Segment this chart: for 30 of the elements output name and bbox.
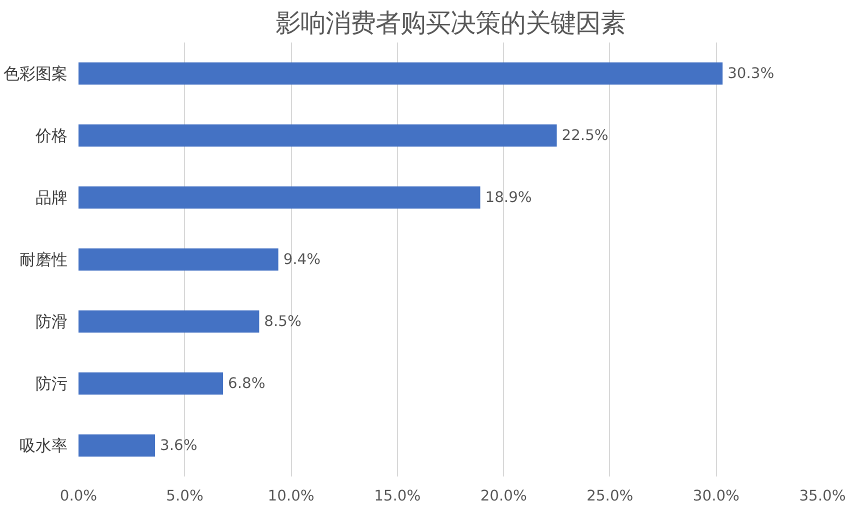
bar xyxy=(78,62,723,85)
x-tick-label: 30.0% xyxy=(692,488,740,504)
data-label: 22.5% xyxy=(562,127,608,144)
y-tick-label: 色彩图案 xyxy=(4,64,68,83)
data-label: 8.5% xyxy=(264,313,302,330)
x-tick-label: 5.0% xyxy=(166,488,204,504)
data-label: 18.9% xyxy=(485,189,532,206)
bar xyxy=(78,310,260,333)
bar xyxy=(78,124,557,147)
y-tick-label: 品牌 xyxy=(36,188,68,207)
y-tick-label: 吸水率 xyxy=(20,436,68,455)
chart-title: 影响消费者购买决策的关键因素 xyxy=(276,8,626,38)
bar xyxy=(78,248,278,271)
bar xyxy=(78,434,156,457)
y-tick-label: 耐磨性 xyxy=(20,250,68,269)
bar xyxy=(78,186,480,209)
data-label: 9.4% xyxy=(283,251,321,268)
x-tick-label: 15.0% xyxy=(374,488,421,504)
data-label: 6.8% xyxy=(228,375,266,392)
data-label: 30.3% xyxy=(728,65,774,82)
y-tick-label: 价格 xyxy=(34,126,68,145)
y-tick-label: 防污 xyxy=(36,374,68,393)
y-tick-label: 防滑 xyxy=(36,312,68,331)
x-tick-label: 35.0% xyxy=(799,488,846,504)
data-label: 3.6% xyxy=(160,437,198,454)
x-tick-label: 10.0% xyxy=(268,488,314,504)
bar xyxy=(78,372,224,395)
x-tick-label: 25.0% xyxy=(586,488,634,504)
x-tick-label: 20.0% xyxy=(480,488,527,504)
x-tick-label: 0.0% xyxy=(60,488,98,504)
